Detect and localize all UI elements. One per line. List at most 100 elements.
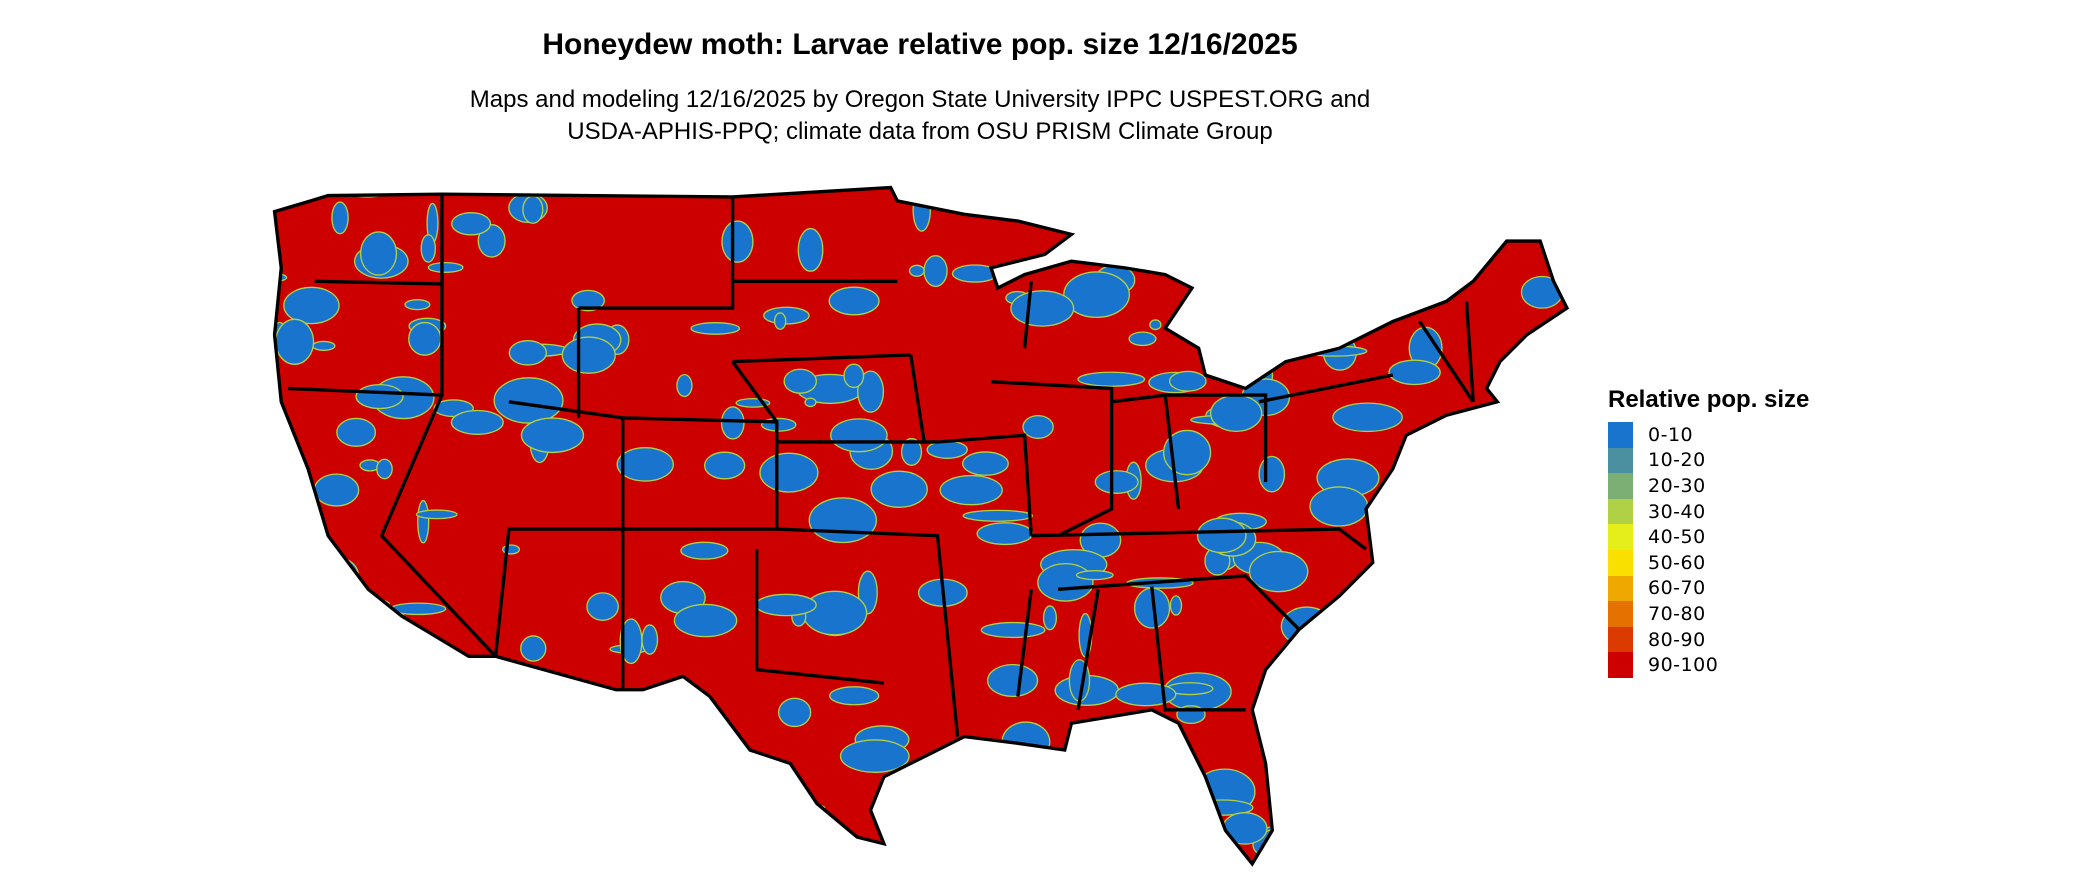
low-pop-patch: [1094, 470, 1139, 494]
low-pop-patch: [870, 470, 928, 508]
state-border-lines: [287, 194, 1475, 737]
low-pop-patch: [986, 663, 1039, 698]
low-pop-patch: [1488, 647, 1510, 672]
low-pop-patch: [404, 299, 431, 311]
low-pop-patch: [1327, 187, 1394, 220]
low-pop-patch: [839, 739, 910, 773]
low-pop-patch: [323, 684, 358, 721]
low-pop-patch: [857, 370, 885, 413]
low-pop-patch: [1290, 244, 1358, 274]
low-pop-patch: [1077, 371, 1146, 387]
low-pop-patch: [1257, 296, 1318, 332]
low-pop-patch: [1124, 249, 1147, 266]
low-pop-patch: [703, 451, 746, 480]
low-pop-patch: [1269, 688, 1308, 731]
legend-swatch: [1608, 575, 1633, 602]
low-pop-patch: [1505, 719, 1557, 751]
low-pop-patch: [830, 418, 888, 453]
low-pop-patch: [1202, 270, 1223, 316]
low-pop-patch: [274, 679, 287, 696]
low-pop-patch: [1315, 795, 1381, 831]
low-pop-patch: [571, 289, 605, 312]
low-pop-patch: [939, 474, 1003, 506]
low-pop-patch: [673, 603, 738, 638]
low-pop-patch: [1520, 275, 1564, 309]
low-pop-patch: [1166, 792, 1189, 810]
legend-item: 0-10: [1608, 422, 1809, 448]
low-pop-patch: [359, 231, 398, 276]
low-pop-patch: [1450, 192, 1517, 211]
legend-swatch: [1608, 422, 1633, 448]
low-pop-patch: [1037, 562, 1094, 602]
low-pop-patch: [1064, 774, 1131, 792]
low-pop-patch: [962, 451, 1009, 476]
low-pop-patch: [1149, 319, 1162, 331]
low-pop-patch: [536, 831, 555, 850]
low-pop-patch: [384, 751, 413, 772]
low-pop-patch: [1042, 605, 1057, 631]
low-pop-patch: [520, 635, 547, 662]
low-pop-patch: [857, 845, 897, 864]
low-pop-patch: [1169, 595, 1183, 616]
low-pop-patch: [1550, 330, 1567, 346]
low-pop-patch: [408, 796, 461, 833]
low-pop-patch: [376, 458, 393, 480]
low-pop-patch: [492, 831, 538, 864]
low-pop-patch: [1143, 828, 1208, 864]
low-pop-patch: [1500, 658, 1523, 673]
legend-label: 70-80: [1648, 602, 1706, 625]
low-pop-patch: [1301, 766, 1321, 807]
class-90-100-area: [274, 187, 1567, 864]
legend-item: 20-30: [1608, 473, 1809, 499]
legend-label: 90-100: [1648, 654, 1719, 677]
low-pop-patch: [355, 383, 404, 410]
low-pop-patch: [755, 593, 817, 617]
low-pop-patch: [1050, 826, 1074, 841]
low-pop-patch: [508, 340, 548, 366]
low-pop-patch: [1118, 811, 1162, 827]
low-pop-patch: [1485, 674, 1531, 708]
low-pop-patch: [1419, 556, 1442, 582]
low-pop-patch: [1502, 380, 1567, 392]
low-pop-patch: [520, 417, 585, 454]
low-pop-patch: [1447, 796, 1482, 819]
low-pop-patch: [1498, 542, 1545, 581]
low-pop-patch: [586, 592, 619, 621]
low-pop-patch: [1389, 629, 1431, 672]
low-pop-patch: [1388, 359, 1441, 386]
low-pop-patch: [690, 322, 741, 335]
low-pop-patch: [616, 446, 674, 482]
legend-item: 10-20: [1608, 447, 1809, 474]
low-pop-patch: [300, 554, 359, 596]
low-pop-patch: [808, 497, 878, 544]
legend-label: 30-40: [1648, 500, 1706, 523]
low-pop-patch: [547, 825, 615, 862]
low-pop-patch: [923, 254, 948, 287]
low-pop-patch: [1474, 449, 1528, 468]
low-pop-patch: [1025, 194, 1091, 228]
low-pop-patch: [1451, 187, 1520, 213]
legend-item: 50-60: [1608, 549, 1809, 576]
low-pop-patch: [1431, 731, 1464, 767]
low-pop-patch: [1163, 429, 1212, 476]
legend-swatch: [1608, 549, 1633, 576]
low-pop-patch: [721, 220, 754, 263]
low-pop-patch: [420, 234, 437, 263]
low-pop-patch: [331, 201, 349, 235]
low-pop-patch: [804, 397, 817, 408]
low-pop-patch: [314, 590, 341, 622]
legend-item: 70-80: [1608, 601, 1809, 627]
low-pop-patch: [1500, 622, 1556, 663]
low-pop-patch: [1440, 437, 1475, 449]
low-pop-patch: [1355, 643, 1401, 661]
legend-swatch: [1608, 447, 1633, 474]
legend-item: 40-50: [1608, 524, 1809, 550]
low-pop-patch: [1221, 812, 1268, 845]
low-pop-patch: [912, 187, 932, 232]
legend-item: 60-70: [1608, 575, 1809, 602]
low-pop-patch: [336, 614, 375, 629]
low-pop-patch: [1115, 682, 1177, 707]
low-pop-patch: [1075, 570, 1114, 581]
legend-swatch: [1608, 524, 1633, 550]
low-pop-patch: [802, 590, 868, 636]
